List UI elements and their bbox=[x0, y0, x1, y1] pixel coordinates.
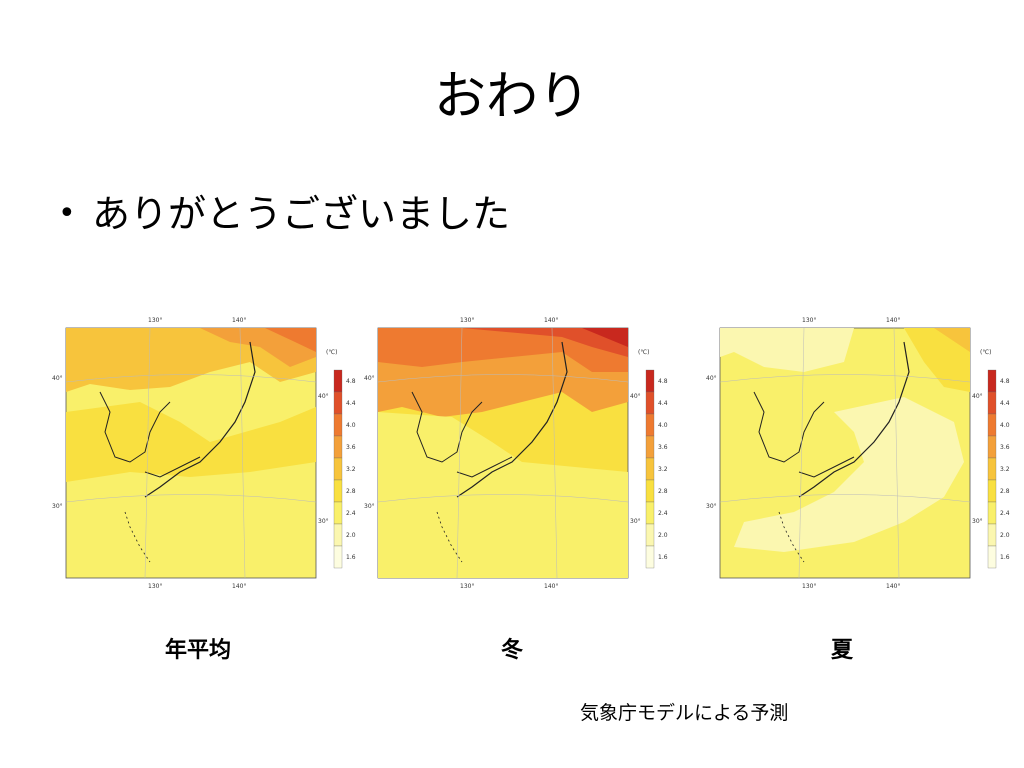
colorbar-tick-label: 4.8 bbox=[658, 378, 668, 385]
svg-text:(℃): (℃) bbox=[980, 349, 991, 356]
colorbar-swatch bbox=[333, 435, 343, 459]
colorbar-tick-label: 2.4 bbox=[1000, 510, 1010, 517]
colorbar-tick-label: 4.0 bbox=[346, 422, 356, 429]
colorbar-swatch bbox=[333, 457, 343, 481]
svg-text:130°: 130° bbox=[460, 317, 474, 324]
svg-text:130°: 130° bbox=[460, 583, 474, 590]
colorbar-tick-label: 3.2 bbox=[658, 466, 668, 473]
colorbar-swatch bbox=[333, 523, 343, 547]
colorbar-tick-label: 2.4 bbox=[346, 510, 356, 517]
map-panel-annual: 130° 140° 130° 140° 40° 30° 40° 30° (℃) … bbox=[50, 312, 368, 594]
colorbar-tick-label: 2.8 bbox=[658, 488, 668, 495]
caption-annual: 年平均 bbox=[164, 638, 231, 663]
bullet-text: ありがとうございました bbox=[92, 192, 511, 236]
map-winter: 130° 140° 130° 140° 40° 30° 40° 30° (℃) … bbox=[362, 312, 680, 594]
svg-text:30°: 30° bbox=[972, 518, 983, 525]
colorbar-swatch bbox=[987, 545, 997, 569]
colorbar-tick-label: 3.6 bbox=[1000, 444, 1010, 451]
svg-text:40°: 40° bbox=[364, 375, 375, 382]
map-summer: 130° 140° 130° 140° 40° 30° 40° 30° (℃) … bbox=[704, 312, 1022, 594]
colorbar-swatch bbox=[987, 501, 997, 525]
colorbar-swatch bbox=[987, 413, 997, 437]
colorbar-tick-label: 2.0 bbox=[346, 532, 356, 539]
colorbar: 4.8 4.4 4.0 3.6 3.2 2.8 2.4 2.0 1.6 bbox=[987, 369, 1010, 569]
colorbar-tick-label: 4.0 bbox=[658, 422, 668, 429]
colorbar-swatch bbox=[645, 391, 655, 415]
colorbar-swatch bbox=[645, 501, 655, 525]
map-panel-winter: 130° 140° 130° 140° 40° 30° 40° 30° (℃) … bbox=[362, 312, 680, 594]
svg-text:40°: 40° bbox=[972, 393, 983, 400]
colorbar-tick-label: 2.0 bbox=[658, 532, 668, 539]
svg-text:(℃): (℃) bbox=[638, 349, 649, 356]
svg-text:130°: 130° bbox=[148, 583, 162, 590]
svg-text:40°: 40° bbox=[318, 393, 329, 400]
colorbar: 4.8 4.4 4.0 3.6 3.2 2.8 2.4 2.0 1.6 bbox=[645, 369, 668, 569]
colorbar-swatch bbox=[987, 457, 997, 481]
svg-text:140°: 140° bbox=[544, 317, 558, 324]
colorbar-tick-label: 3.6 bbox=[346, 444, 356, 451]
colorbar-tick-label: 4.8 bbox=[1000, 378, 1010, 385]
colorbar-swatch bbox=[987, 479, 997, 503]
colorbar-tick-label: 2.0 bbox=[1000, 532, 1010, 539]
colorbar-swatch bbox=[333, 391, 343, 415]
map-panel-summer: 130° 140° 130° 140° 40° 30° 40° 30° (℃) … bbox=[704, 312, 1022, 594]
colorbar-tick-label: 3.2 bbox=[1000, 466, 1010, 473]
colorbar-tick-label: 4.0 bbox=[1000, 422, 1010, 429]
colorbar-swatch bbox=[645, 479, 655, 503]
svg-text:130°: 130° bbox=[802, 583, 816, 590]
svg-text:30°: 30° bbox=[364, 503, 375, 510]
colorbar-tick-label: 2.8 bbox=[346, 488, 356, 495]
svg-text:(℃): (℃) bbox=[326, 349, 337, 356]
colorbar-tick-label: 1.6 bbox=[1000, 554, 1010, 561]
colorbar-swatch bbox=[333, 501, 343, 525]
svg-text:130°: 130° bbox=[148, 317, 162, 324]
colorbar-tick-label: 4.4 bbox=[346, 400, 356, 407]
svg-text:30°: 30° bbox=[706, 503, 717, 510]
colorbar-swatch bbox=[645, 413, 655, 437]
svg-text:40°: 40° bbox=[706, 375, 717, 382]
svg-text:140°: 140° bbox=[886, 583, 900, 590]
svg-text:40°: 40° bbox=[52, 375, 63, 382]
colorbar-tick-label: 4.8 bbox=[346, 378, 356, 385]
svg-text:40°: 40° bbox=[630, 393, 641, 400]
svg-text:140°: 140° bbox=[886, 317, 900, 324]
colorbar-tick-label: 4.4 bbox=[1000, 400, 1010, 407]
source-credit: 気象庁モデルによる予測 bbox=[580, 702, 789, 724]
colorbar-swatch bbox=[987, 523, 997, 547]
colorbar-swatch bbox=[333, 545, 343, 569]
bullet-marker: • bbox=[58, 196, 76, 231]
svg-text:30°: 30° bbox=[318, 518, 329, 525]
colorbar-tick-label: 1.6 bbox=[658, 554, 668, 561]
slide-title: おわり bbox=[433, 67, 590, 127]
colorbar-swatch bbox=[987, 435, 997, 459]
colorbar-swatch bbox=[645, 369, 655, 393]
colorbar-swatch bbox=[987, 369, 997, 393]
colorbar-tick-label: 2.8 bbox=[1000, 488, 1010, 495]
bullet-item: • ありがとうございました bbox=[58, 188, 510, 240]
colorbar-swatch bbox=[645, 457, 655, 481]
colorbar-swatch bbox=[645, 545, 655, 569]
svg-text:140°: 140° bbox=[544, 583, 558, 590]
colorbar-swatch bbox=[333, 369, 343, 393]
caption-summer: 夏 bbox=[830, 638, 853, 663]
colorbar-swatch bbox=[645, 523, 655, 547]
colorbar-tick-label: 3.2 bbox=[346, 466, 356, 473]
colorbar-tick-label: 2.4 bbox=[658, 510, 668, 517]
colorbar-swatch bbox=[333, 479, 343, 503]
svg-text:30°: 30° bbox=[52, 503, 63, 510]
colorbar-swatch bbox=[645, 435, 655, 459]
colorbar-tick-label: 3.6 bbox=[658, 444, 668, 451]
svg-text:130°: 130° bbox=[802, 317, 816, 324]
colorbar-swatch bbox=[987, 391, 997, 415]
colorbar: 4.8 4.4 4.0 3.6 3.2 2.8 2.4 2.0 1.6 bbox=[333, 369, 356, 569]
colorbar-tick-label: 4.4 bbox=[658, 400, 668, 407]
caption-winter: 冬 bbox=[500, 638, 523, 663]
colorbar-swatch bbox=[333, 413, 343, 437]
svg-text:140°: 140° bbox=[232, 317, 246, 324]
svg-text:30°: 30° bbox=[630, 518, 641, 525]
colorbar-tick-label: 1.6 bbox=[346, 554, 356, 561]
svg-text:140°: 140° bbox=[232, 583, 246, 590]
map-annual: 130° 140° 130° 140° 40° 30° 40° 30° (℃) … bbox=[50, 312, 368, 594]
